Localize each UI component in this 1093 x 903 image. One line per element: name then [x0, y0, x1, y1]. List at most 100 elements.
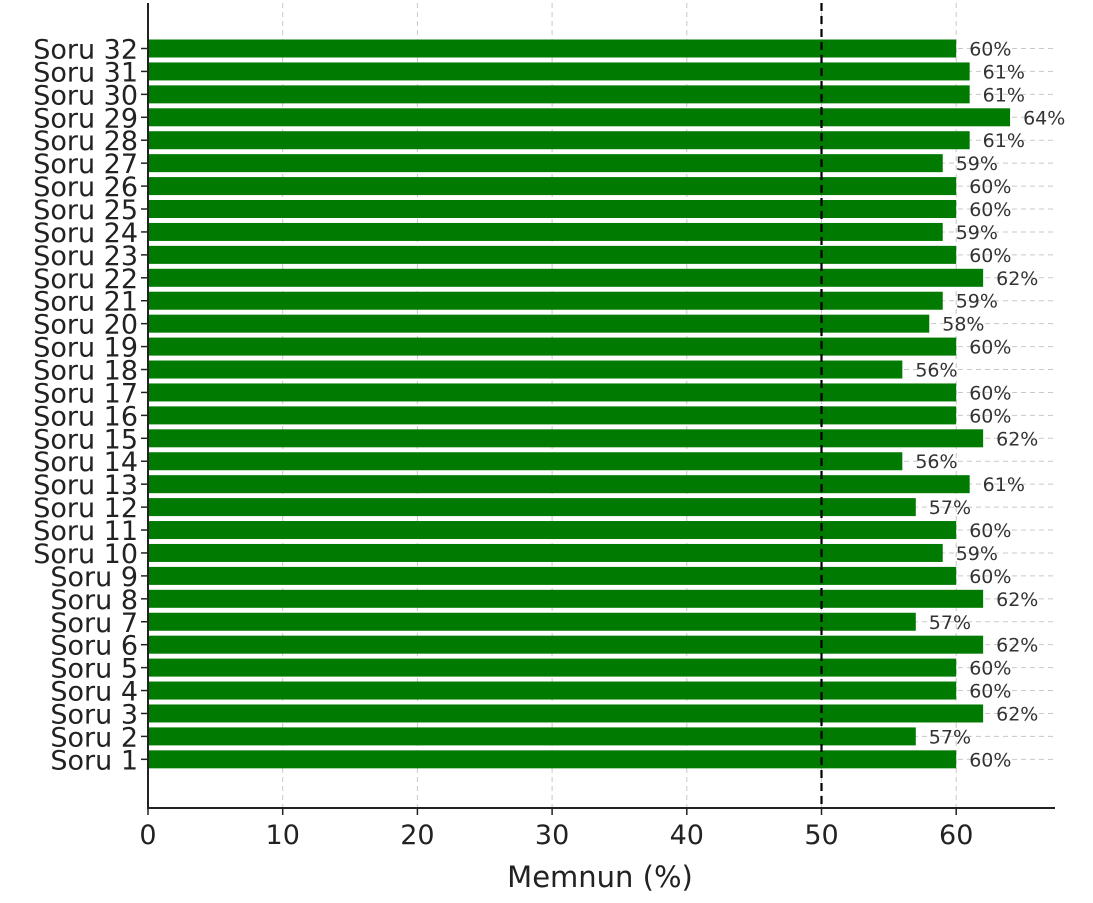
- bar: [148, 521, 957, 540]
- bar: [148, 543, 943, 562]
- x-tick-label: 10: [266, 820, 300, 851]
- y-tick-label: Soru 3: [50, 699, 138, 730]
- bar: [148, 337, 957, 356]
- labels-layer: 0 10 20 30 40 50 60 Soru 1 60% Soru 2 57% Soru 3 62%…: [33, 35, 1065, 852]
- y-tick-label: Soru 9: [50, 562, 138, 593]
- data-label: 62%: [996, 635, 1038, 657]
- y-tick-label: Soru 2: [50, 722, 138, 753]
- y-tick-label: Soru 28: [33, 126, 138, 157]
- data-label: 62%: [996, 268, 1038, 290]
- x-tick-label: 0: [139, 820, 156, 851]
- bar: [148, 268, 984, 287]
- bar: [148, 383, 957, 402]
- bar: [148, 245, 957, 264]
- bar: [148, 566, 957, 585]
- bar: [148, 39, 957, 58]
- data-label: 61%: [983, 61, 1025, 83]
- y-tick-label: Soru 24: [33, 218, 138, 249]
- x-tick-label: 50: [804, 820, 838, 851]
- bar: [148, 727, 916, 746]
- data-label: 58%: [942, 314, 984, 336]
- data-label: 60%: [969, 405, 1011, 427]
- y-tick-label: Soru 30: [33, 80, 138, 111]
- bar: [148, 62, 970, 81]
- y-tick-label: Soru 27: [33, 149, 138, 180]
- data-label: 60%: [969, 337, 1011, 359]
- bar: [148, 429, 984, 448]
- bar: [148, 635, 984, 654]
- bar: [148, 200, 957, 219]
- y-tick-label: Soru 26: [33, 172, 138, 203]
- y-tick-label: Soru 18: [33, 356, 138, 387]
- data-label: 61%: [983, 474, 1025, 496]
- y-tick-label: Soru 8: [50, 585, 138, 616]
- y-tick-label: Soru 21: [33, 287, 138, 318]
- bar: [148, 131, 970, 150]
- bar: [148, 452, 903, 471]
- data-label: 60%: [969, 382, 1011, 404]
- data-label: 57%: [929, 497, 971, 519]
- bar: [148, 222, 943, 241]
- y-tick-label: Soru 25: [33, 195, 138, 226]
- data-label: 59%: [956, 153, 998, 175]
- bar: [148, 658, 957, 677]
- bar: [148, 108, 1011, 127]
- bar: [148, 177, 957, 196]
- bar: [148, 406, 957, 425]
- data-label: 59%: [956, 543, 998, 565]
- data-label: 62%: [996, 589, 1038, 611]
- bar: [148, 291, 943, 310]
- data-label: 59%: [956, 291, 998, 313]
- data-label: 61%: [983, 84, 1025, 106]
- data-label: 60%: [969, 658, 1011, 680]
- bar: [148, 85, 970, 104]
- bar: [148, 704, 984, 723]
- x-tick-label: 30: [535, 820, 569, 851]
- y-tick-label: Soru 4: [50, 677, 138, 708]
- y-tick-label: Soru 7: [50, 608, 138, 639]
- y-tick-label: Soru 5: [50, 654, 138, 685]
- y-tick-label: Soru 29: [33, 103, 138, 134]
- data-label: 60%: [969, 245, 1011, 267]
- axes-layer: [141, 3, 1055, 815]
- data-label: 60%: [969, 681, 1011, 703]
- y-tick-label: Soru 22: [33, 264, 138, 295]
- data-label: 60%: [969, 520, 1011, 542]
- y-tick-label: Soru 13: [33, 470, 138, 501]
- data-label: 60%: [969, 39, 1011, 61]
- data-label: 57%: [929, 612, 971, 634]
- y-tick-label: Soru 17: [33, 378, 138, 409]
- data-label: 61%: [983, 130, 1025, 152]
- data-label: 64%: [1023, 107, 1065, 129]
- data-label: 60%: [969, 749, 1011, 771]
- y-tick-label: Soru 32: [33, 35, 138, 66]
- data-label: 60%: [969, 176, 1011, 198]
- y-tick-label: Soru 20: [33, 310, 138, 341]
- data-label: 56%: [915, 451, 957, 473]
- y-tick-label: Soru 1: [50, 745, 138, 776]
- y-tick-label: Soru 15: [33, 424, 138, 455]
- bar: [148, 475, 970, 494]
- y-tick-label: Soru 12: [33, 493, 138, 524]
- x-axis-title: Memnun (%): [507, 860, 693, 894]
- data-label: 62%: [996, 703, 1038, 725]
- data-label: 60%: [969, 199, 1011, 221]
- bar: [148, 314, 930, 333]
- data-label: 62%: [996, 428, 1038, 450]
- x-tick-label: 60: [939, 820, 973, 851]
- y-tick-label: Soru 31: [33, 57, 138, 88]
- bar: [148, 154, 943, 173]
- bar: [148, 589, 984, 608]
- y-tick-label: Soru 14: [33, 447, 138, 478]
- bar: [148, 612, 916, 631]
- y-tick-label: Soru 23: [33, 241, 138, 272]
- data-label: 56%: [915, 360, 957, 382]
- bar: [148, 750, 957, 769]
- y-tick-label: Soru 10: [33, 539, 138, 570]
- data-label: 59%: [956, 222, 998, 244]
- bars-layer: [148, 39, 1011, 769]
- bar: [148, 360, 903, 379]
- data-label: 60%: [969, 566, 1011, 588]
